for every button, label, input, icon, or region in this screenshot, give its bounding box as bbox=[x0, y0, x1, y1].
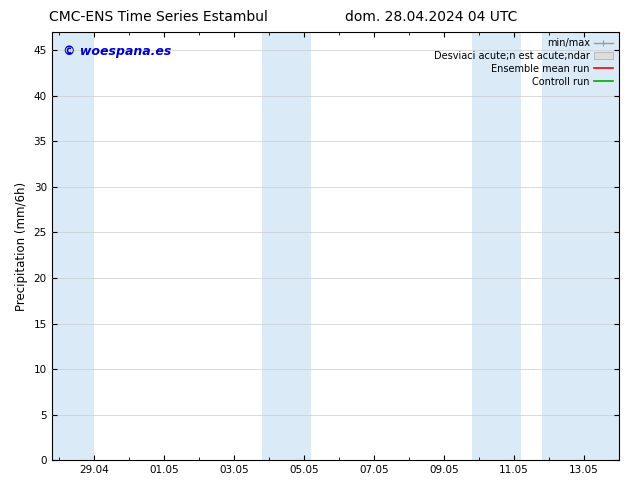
Legend: min/max, Desviaci acute;n est acute;ndar, Ensemble mean run, Controll run: min/max, Desviaci acute;n est acute;ndar… bbox=[430, 34, 617, 91]
Bar bbox=[472, 32, 521, 460]
Bar bbox=[262, 32, 311, 460]
Bar bbox=[51, 32, 94, 460]
Y-axis label: Precipitation (mm/6h): Precipitation (mm/6h) bbox=[15, 182, 28, 311]
Text: dom. 28.04.2024 04 UTC: dom. 28.04.2024 04 UTC bbox=[345, 10, 517, 24]
Text: CMC-ENS Time Series Estambul: CMC-ENS Time Series Estambul bbox=[49, 10, 268, 24]
Text: © woespana.es: © woespana.es bbox=[63, 45, 171, 58]
Bar bbox=[542, 32, 619, 460]
